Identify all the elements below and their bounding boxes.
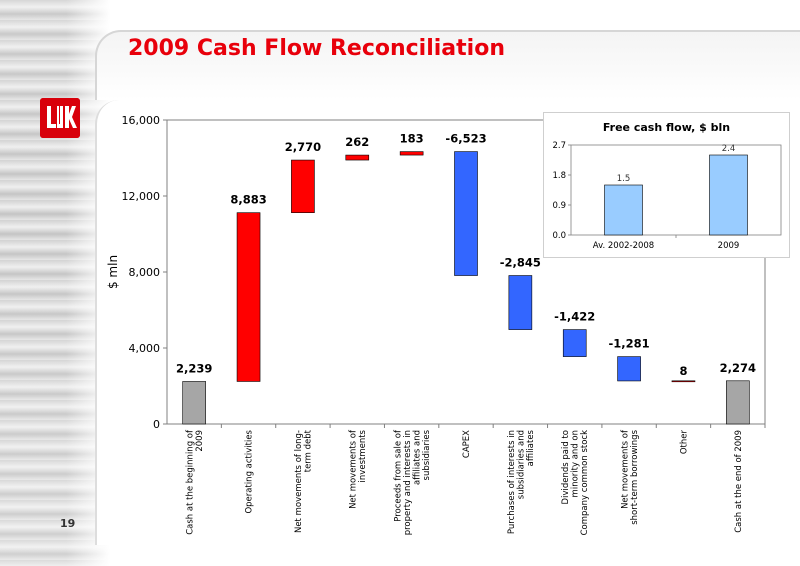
y-tick-label: 12,000 <box>122 190 161 203</box>
decorative-stripes-fade <box>0 0 110 566</box>
inset-y-tick-label: 1.8 <box>552 171 566 181</box>
category-label-line: affiliates <box>526 429 536 466</box>
y-tick-label: 0 <box>153 418 160 431</box>
bar-8 <box>562 329 587 357</box>
decorative-stripes <box>0 0 110 566</box>
x-category-label: Net movements ofshort-term borrowings <box>620 429 640 525</box>
inset-bar-2 <box>709 154 748 236</box>
bar-5 <box>399 151 424 156</box>
logo-mark <box>47 106 77 128</box>
category-label-line: Company common stock <box>580 430 590 535</box>
bar-1 <box>182 381 206 425</box>
bar-2 <box>236 212 261 382</box>
header-panel <box>95 30 800 100</box>
category-label-line: property and interests in <box>403 430 413 535</box>
page-title: 2009 Cash Flow Reconciliation <box>128 36 505 61</box>
category-label-line: Cash at the beginning of <box>185 429 195 535</box>
category-label-line: Proceeds from sale of <box>393 429 403 522</box>
inset-y-tick-label: 0.9 <box>552 201 566 211</box>
category-label-line: affiliates and <box>412 430 422 485</box>
free-cash-flow-inset: Free cash flow, $ bln 0.0 0.9 1.8 2.7 1.5 Av.… <box>543 112 790 258</box>
category-label-line: CAPEX <box>462 430 472 458</box>
y-tick-label: 4,000 <box>129 342 161 355</box>
inset-y-tick-label: 0.0 <box>552 231 566 241</box>
x-category-label: Dividends paid tominority and onCompany … <box>561 430 590 535</box>
bar-11 <box>726 380 750 425</box>
page-number: 19 <box>60 517 76 530</box>
category-label-line: Net movements of <box>620 429 630 509</box>
x-category-label: Purchases of interests insubsidiaries an… <box>507 429 536 534</box>
category-label-line: Operating activities <box>245 429 255 513</box>
category-label-line: minority and on <box>571 430 581 497</box>
bar-7 <box>508 275 533 330</box>
inset-bar-1 <box>604 184 643 236</box>
value-label: 262 <box>345 135 369 149</box>
category-label-line: subsidiaries <box>422 429 432 480</box>
value-label: 8,883 <box>230 193 266 207</box>
x-category-label: CAPEX <box>462 430 472 458</box>
value-label: 2,770 <box>285 140 321 154</box>
x-category-label: Other <box>679 430 689 455</box>
inset-category-label: Av. 2002-2008 <box>593 241 654 251</box>
category-label-line: Net movements of <box>349 429 359 509</box>
bar-9 <box>617 356 641 382</box>
x-category-label: Operating activities <box>245 429 255 513</box>
x-category-label: Cash at the beginning of2009 <box>185 429 205 535</box>
category-label-line: Net movements of long- <box>294 430 304 533</box>
value-label: 8 <box>679 364 687 378</box>
bar-4 <box>345 154 370 161</box>
category-label-line: term debt <box>304 429 314 472</box>
category-label-line: Cash at the end of 2009 <box>734 430 744 533</box>
value-label: -6,523 <box>445 132 486 146</box>
category-label-line: Purchases of interests in <box>507 430 517 534</box>
y-tick-label: 8,000 <box>129 266 161 279</box>
x-category-label: Net movements of long-term debt <box>294 429 314 533</box>
value-label: -1,281 <box>609 337 650 351</box>
value-label: 2,274 <box>720 361 756 375</box>
value-label: -1,422 <box>554 310 595 324</box>
value-label: -2,845 <box>500 256 541 270</box>
x-category-label: Proceeds from sale ofproperty and intere… <box>393 429 432 535</box>
y-tick-label: 16,000 <box>122 114 161 127</box>
inset-y-tick-label: 2.7 <box>552 141 566 151</box>
category-label-line: investments <box>358 429 368 482</box>
bar-10 <box>671 380 696 383</box>
x-category-label: Net movements ofinvestments <box>349 429 369 509</box>
y-axis-label: $ mln <box>106 255 120 289</box>
inset-category-label: 2009 <box>718 241 740 251</box>
company-logo <box>40 98 80 138</box>
inset-plot-area <box>570 144 782 236</box>
category-label-line: 2009 <box>195 430 205 452</box>
value-label: 183 <box>400 132 424 146</box>
inset-value-label: 2.4 <box>722 144 736 154</box>
value-label: 2,239 <box>176 361 212 375</box>
free-cash-flow-chart: 0.0 0.9 1.8 2.7 1.5 Av. 2002-2008 2.4 2009 <box>552 141 782 251</box>
x-category-label: Cash at the end of 2009 <box>734 430 744 533</box>
category-label-line: Dividends paid to <box>561 430 571 504</box>
inset-title: Free cash flow, $ bln <box>602 121 731 134</box>
bar-6 <box>454 151 478 276</box>
category-label-line: Other <box>679 430 689 455</box>
category-label-line: subsidiaries and <box>516 430 526 499</box>
category-label-line: short-term borrowings <box>630 429 640 524</box>
bar-3 <box>291 159 315 213</box>
inset-value-label: 1.5 <box>617 174 631 184</box>
